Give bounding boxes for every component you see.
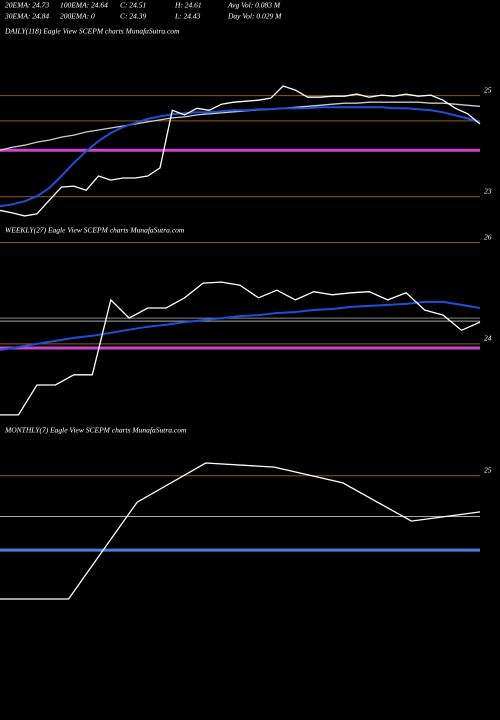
header-stat: 20EMA: 24.73 <box>5 1 49 10</box>
price-line <box>0 106 481 208</box>
header-stat: 100EMA: 24.64 <box>60 1 108 10</box>
price-line <box>0 462 481 600</box>
panel-label: WEEKLY(27) Eagle View SCEPM charts Munaf… <box>5 226 185 235</box>
header-stat: Day Vol: 0.029 M <box>227 12 282 21</box>
y-tick-label: 26 <box>484 232 492 241</box>
y-tick-label: 25 <box>484 465 492 474</box>
header-stat: 200EMA: 0 <box>60 12 95 21</box>
header-stat: H: 24.61 <box>174 1 202 10</box>
y-tick-label: 25 <box>484 85 492 94</box>
y-tick-label: 24 <box>484 334 492 343</box>
panel-label: DAILY(118) Eagle View SCEPM charts Munaf… <box>4 27 180 36</box>
header-stat: C: 24.39 <box>120 12 147 21</box>
panel-label: MONTHLY(7) Eagle View SCEPM charts Munaf… <box>4 426 187 435</box>
header-stat: 30EMA: 24.84 <box>4 12 49 21</box>
header-stat: Avg Vol: 0.083 M <box>227 1 281 10</box>
header-stat: C: 24.51 <box>120 1 146 10</box>
price-line <box>0 300 481 351</box>
y-tick-label: 23 <box>484 186 492 195</box>
price-line <box>0 281 481 416</box>
header-stat: L: 24.43 <box>174 12 201 21</box>
price-line <box>0 85 481 217</box>
